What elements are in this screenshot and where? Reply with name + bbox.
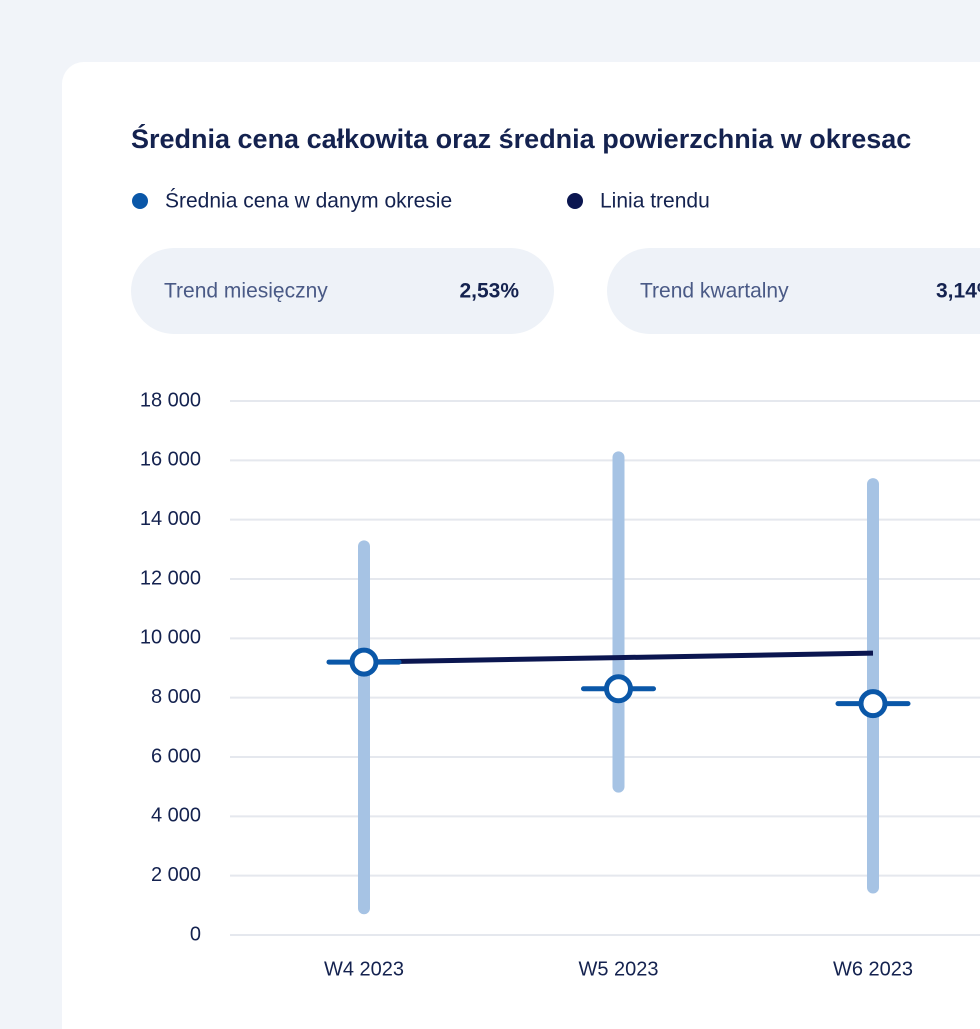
y-tick-label: 14 000 [140,508,201,530]
legend-marker [567,193,583,209]
stat-label: Trend miesięczny [164,280,328,303]
stat-value: 3,14% [936,280,980,303]
stat-label: Trend kwartalny [640,280,789,303]
stat-value: 2,53% [459,280,519,303]
mean-marker [604,674,633,704]
stat-pill [607,248,980,334]
stat-pill [131,248,554,334]
x-tick-label: W6 2023 [833,958,913,980]
legend-marker [132,193,148,209]
y-tick-label: 10 000 [140,627,201,649]
x-tick-label: W5 2023 [578,958,658,980]
mean-marker [858,689,888,719]
y-tick-label: 6 000 [151,745,201,767]
mean-marker [349,647,379,677]
y-tick-label: 4 000 [151,805,201,827]
legend-label: Średnia cena w danym okresie [165,189,452,213]
legend-label: Linia trendu [600,190,710,213]
y-tick-label: 16 000 [140,449,201,471]
trend-line [363,650,874,665]
x-tick-label: W4 2023 [324,958,404,980]
y-tick-label: 8 000 [151,686,201,708]
y-tick-label: 0 [190,923,201,945]
y-tick-label: 2 000 [151,864,201,886]
y-tick-label: 18 000 [140,389,201,411]
chart-title: Średnia cena całkowita oraz średnia powi… [131,123,911,154]
y-tick-label: 12 000 [140,567,201,589]
